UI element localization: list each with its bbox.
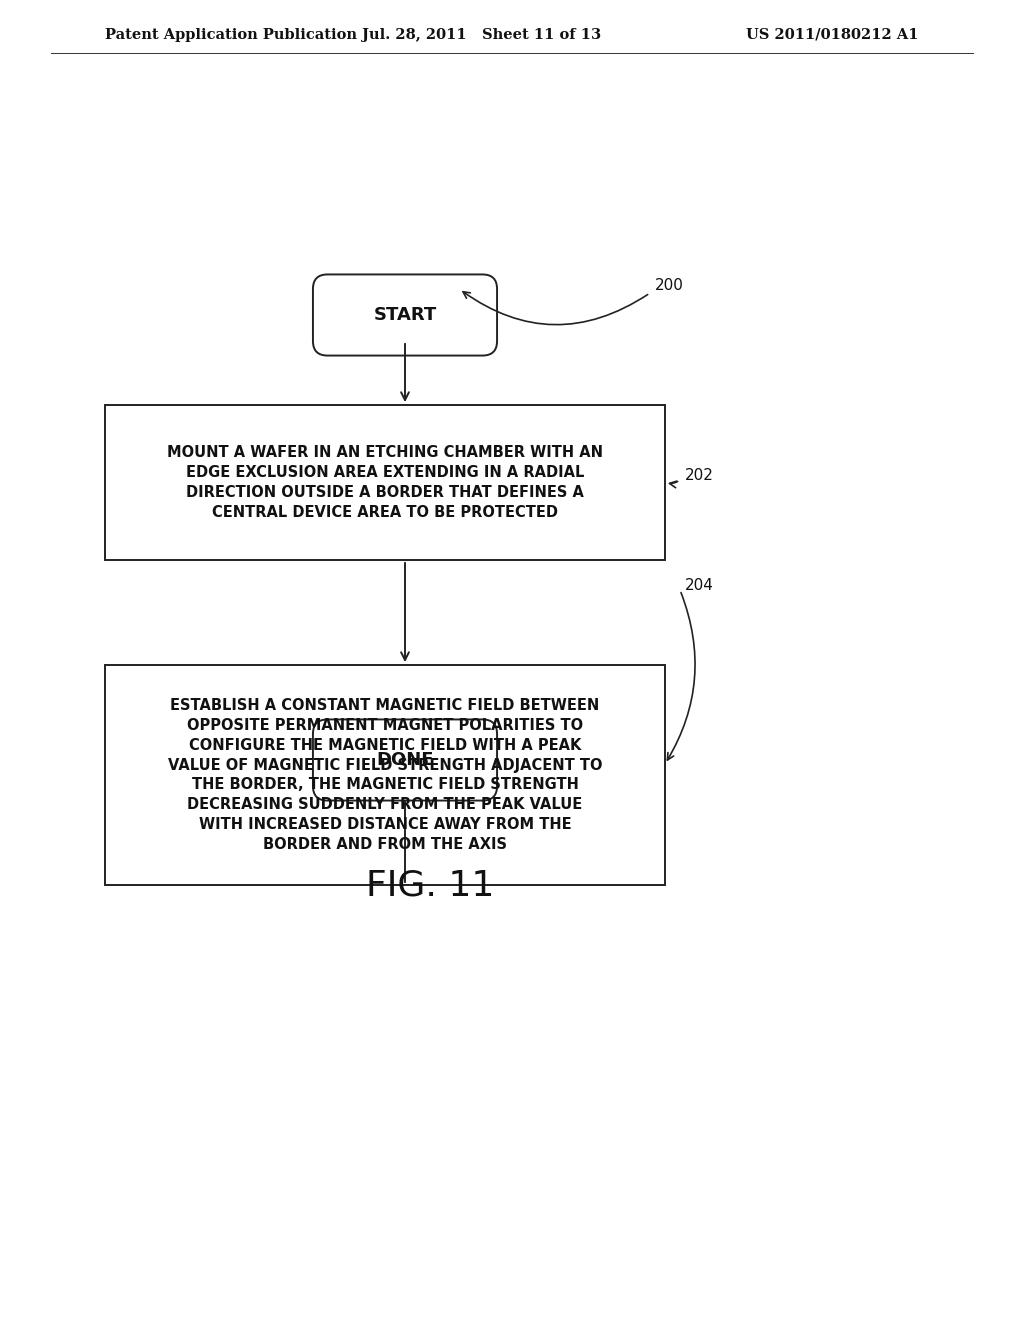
FancyBboxPatch shape xyxy=(313,719,497,800)
Text: DONE: DONE xyxy=(376,751,434,770)
Text: START: START xyxy=(374,306,436,323)
Text: MOUNT A WAFER IN AN ETCHING CHAMBER WITH AN
EDGE EXCLUSION AREA EXTENDING IN A R: MOUNT A WAFER IN AN ETCHING CHAMBER WITH… xyxy=(167,445,603,520)
Text: 200: 200 xyxy=(655,277,684,293)
Text: Jul. 28, 2011   Sheet 11 of 13: Jul. 28, 2011 Sheet 11 of 13 xyxy=(362,28,601,42)
Text: ESTABLISH A CONSTANT MAGNETIC FIELD BETWEEN
OPPOSITE PERMANENT MAGNET POLARITIES: ESTABLISH A CONSTANT MAGNETIC FIELD BETW… xyxy=(168,698,602,851)
Text: US 2011/0180212 A1: US 2011/0180212 A1 xyxy=(746,28,919,42)
FancyBboxPatch shape xyxy=(313,275,497,355)
Text: Patent Application Publication: Patent Application Publication xyxy=(105,28,357,42)
Text: 202: 202 xyxy=(685,467,714,483)
FancyBboxPatch shape xyxy=(105,665,665,884)
Text: FIG. 11: FIG. 11 xyxy=(366,869,495,902)
FancyBboxPatch shape xyxy=(105,405,665,560)
Text: 204: 204 xyxy=(685,578,714,593)
